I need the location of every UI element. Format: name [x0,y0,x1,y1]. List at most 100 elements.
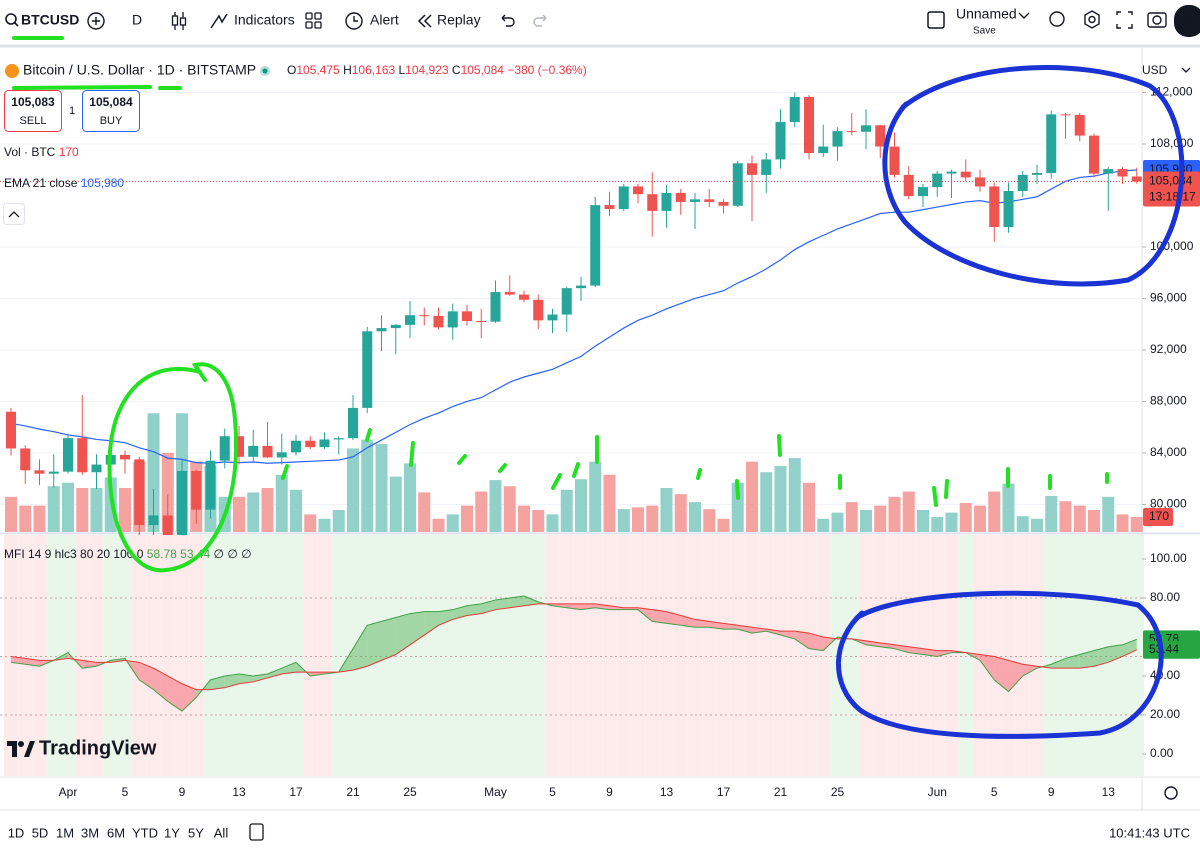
candle-body [48,471,59,474]
sell-label: SELL [20,115,47,127]
y-tick-label: 108,000 [1150,136,1194,150]
range-button[interactable]: 5Y [188,825,204,840]
fullscreen-button[interactable] [1116,11,1133,29]
alert-icon[interactable] [345,12,363,30]
undo-button[interactable] [501,14,515,27]
mfi-state-band [1001,535,1016,776]
interval[interactable]: D [132,12,142,28]
volume-bar [347,448,359,532]
currency[interactable]: USD [1142,63,1168,77]
candle-body [1032,172,1042,175]
mfi-fill [281,662,296,675]
volume-bar [489,480,502,532]
search-icon [13,21,19,27]
buy-button[interactable] [82,90,140,132]
layout-dropdown[interactable] [1018,12,1030,19]
y-tick-label: 100.00 [1150,551,1187,565]
currency-dropdown[interactable] [1181,67,1191,73]
ema-legend: EMA 21 close 105,980 [4,176,124,190]
indicators-icon[interactable] [210,13,228,29]
x-tick-label: 5 [549,785,556,799]
compare-button[interactable] [87,12,105,30]
range-button[interactable]: 1Y [164,825,180,840]
mfi-state-band [246,535,261,776]
mfi-fill [566,603,581,610]
mfi-state-band [303,535,318,776]
mfi-state-band [288,535,304,776]
candle-body [1103,169,1114,174]
mfi-fill [467,603,482,616]
range-button[interactable]: 5D [32,825,49,840]
x-tick-label: 5 [122,785,129,799]
sell-button[interactable] [4,90,62,132]
candle-body [903,174,914,197]
profile-button[interactable] [1174,5,1200,37]
volume-bar [418,492,431,532]
volume-bar [632,507,644,532]
mfi-background [3,535,1144,776]
mfi-state-band [117,535,133,776]
mfi-fill [367,621,382,667]
mfi-fill [424,611,439,636]
axis-settings[interactable] [1164,786,1178,800]
mfi-state-band [474,535,489,776]
mfi-fill [1051,658,1066,669]
mfi-state-band [1058,535,1073,776]
buy-label: BUY [100,115,123,127]
range-button[interactable]: 1M [56,825,74,840]
candle-body [63,438,73,472]
mfi-state-band [630,535,646,776]
candle-body [747,163,757,175]
candle-body [447,311,458,328]
candle-body [305,440,316,448]
collapse-legend[interactable] [3,203,25,225]
mfi-state-band [3,535,19,776]
volume-bar [1031,518,1043,532]
replay-icon[interactable] [417,14,432,28]
mfi-state-band [502,535,517,776]
chart-type-icon [171,15,179,26]
volume-bar [1016,516,1029,532]
volume-bar [290,489,302,532]
range-button[interactable]: 3M [81,825,99,840]
annotation-ellipse [882,64,1185,287]
legend: Bitcoin / U.S. Dollar · 1D · BITSTAMP O1… [3,62,587,561]
range-button[interactable]: 1D [8,825,25,840]
mfi-state-band [231,535,247,776]
candle-body [932,173,943,188]
alert-button[interactable]: Alert [370,12,399,28]
y-tick-label: 100,000 [1150,239,1194,253]
snapshot-button[interactable] [1147,12,1167,28]
layout-name[interactable]: Unnamed [956,6,1017,22]
range-button[interactable]: All [214,825,229,840]
indicators-button[interactable]: Indicators [234,12,295,28]
candle-body [291,440,301,453]
layout-checkbox[interactable] [927,11,945,29]
volume-bar [959,502,972,532]
mfi-fill [139,662,154,690]
mfi-state-band [217,535,232,776]
redo-button[interactable] [533,14,547,27]
volume-bar [988,491,1001,532]
volume-bar [119,488,131,532]
candle-body [1046,114,1057,173]
volume-bar [888,496,901,532]
y-tick-label: 40.00 [1150,668,1180,682]
replay-button[interactable]: Replay [437,12,481,28]
volume-bar [731,482,744,532]
volume-name: Vol · BTC [4,145,56,159]
date-range-icon[interactable] [249,823,264,841]
range-button[interactable]: YTD [132,825,158,840]
volume-bar [361,439,374,532]
candle-body [1003,190,1014,228]
settings-icon[interactable] [1084,10,1100,29]
candle-body [376,328,387,332]
save-label[interactable]: Save [973,26,996,37]
annotation-ellipse [836,590,1164,739]
range-button[interactable]: 6M [107,825,125,840]
candle-body [547,314,558,321]
symbol[interactable]: BTCUSD [21,12,79,28]
quick-search-icon[interactable] [1049,11,1065,27]
search-icon[interactable] [5,13,17,25]
templates-icon[interactable] [305,12,322,29]
